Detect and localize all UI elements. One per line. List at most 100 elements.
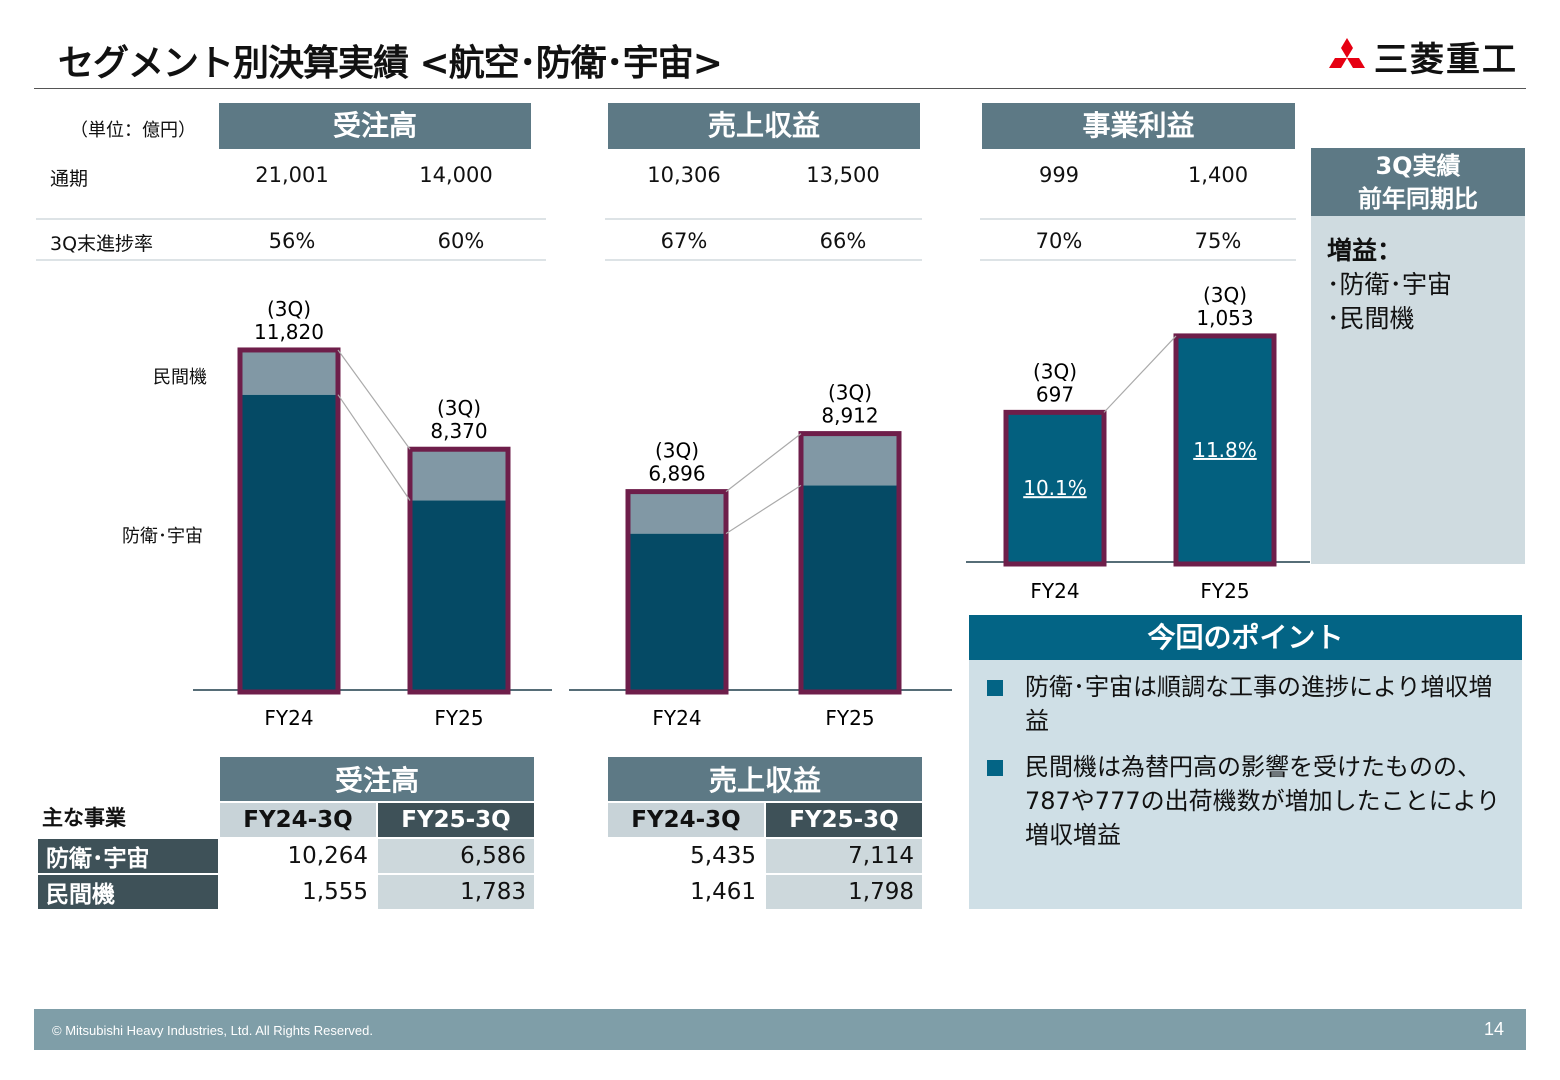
divider xyxy=(605,218,922,220)
value: 1,783 xyxy=(376,873,536,911)
connector-line xyxy=(337,394,411,501)
key-points-panel: 今回のポイント 防衛･宇宙は順調な工事の進捗により増収増益 民間機は為替円高の影… xyxy=(969,615,1522,909)
x-tick-label: FY25 xyxy=(825,706,874,730)
legend-defense-space: 防衛･宇宙 xyxy=(122,526,203,547)
key-point: 防衛･宇宙は順調な工事の進捗により増収増益 xyxy=(985,670,1506,738)
yoy-panel: 3Q実績 前年同期比 増益： ･防衛･宇宙 ･民間機 xyxy=(1311,148,1525,564)
revenue-fy24-full: 10,306 xyxy=(647,163,721,187)
profit-fy24-full: 999 xyxy=(1038,163,1080,187)
copyright: © Mitsubishi Heavy Industries, Ltd. All … xyxy=(52,1023,373,1038)
bar-outline xyxy=(1003,409,1107,567)
total-value-label: 8,912 xyxy=(821,404,878,428)
value: 1,555 xyxy=(218,873,378,911)
profit-header: 事業利益 xyxy=(982,103,1295,149)
value: 5,435 xyxy=(606,837,766,875)
x-tick-label: FY24 xyxy=(652,706,701,730)
orders-fy25-full: 14,000 xyxy=(419,163,493,187)
bar-defense-space xyxy=(801,485,899,690)
title-divider xyxy=(34,88,1526,89)
bar-civil-aircraft xyxy=(628,491,726,534)
x-tick-label: FY24 xyxy=(264,706,313,730)
unit-label: （単位：億円） xyxy=(70,120,196,141)
bar-defense-space xyxy=(410,500,508,690)
value: 6,586 xyxy=(376,837,536,875)
total-value-label: 11,820 xyxy=(254,320,324,344)
yoy-header-line1: 3Q実績 xyxy=(1375,152,1461,180)
three-diamonds-icon xyxy=(1329,37,1365,68)
total-prefix-label: (3Q) xyxy=(655,439,699,463)
revenue-fy24-progress: 67% xyxy=(660,229,708,253)
value: 10,264 xyxy=(218,837,378,875)
value: 7,114 xyxy=(764,837,924,875)
yoy-item: ･民間機 xyxy=(1327,304,1415,333)
bar-defense-space xyxy=(240,394,338,690)
total-prefix-label: (3Q) xyxy=(267,297,311,321)
total-prefix-label: (3Q) xyxy=(1203,283,1247,307)
orders-fy24-progress: 56% xyxy=(268,229,316,253)
logo-text: 三菱重工 xyxy=(1374,40,1518,80)
total-prefix-label: (3Q) xyxy=(437,396,481,420)
bar-defense-space xyxy=(628,533,726,690)
key-point: 民間機は為替円高の影響を受けたものの、787や777の出荷機数が増加したことによ… xyxy=(985,750,1506,852)
x-tick-label: FY25 xyxy=(434,706,483,730)
total-value-label: 6,896 xyxy=(648,462,705,486)
revenue-header: 売上収益 xyxy=(608,103,920,149)
value: 1,461 xyxy=(606,873,766,911)
key-point-text: 防衛･宇宙は順調な工事の進捗により増収増益 xyxy=(1025,673,1493,735)
profit-fy24-progress: 70% xyxy=(1035,229,1083,253)
square-bullet-icon xyxy=(987,680,1003,696)
progress-label: 3Q末進捗率 xyxy=(50,233,154,255)
key-points-header: 今回のポイント xyxy=(969,615,1522,660)
col-fy25: FY25-3Q xyxy=(376,801,536,839)
divider xyxy=(605,259,922,261)
page-number: 14 xyxy=(1483,1019,1504,1039)
col-fy24: FY24-3Q xyxy=(218,801,378,839)
bar-civil-aircraft xyxy=(801,433,899,486)
row-defense: 防衛･宇宙 xyxy=(36,837,220,875)
x-tick-label: FY25 xyxy=(1200,579,1249,603)
bar-outline xyxy=(237,347,341,695)
legend-civil-aircraft: 民間機 xyxy=(153,367,207,388)
row-civil: 民間機 xyxy=(36,873,220,911)
col-fy25: FY25-3Q xyxy=(764,801,924,839)
bar-profit xyxy=(1006,412,1104,562)
page-title: セグメント別決算実績 <航空･防衛･宇宙> xyxy=(58,43,723,84)
bar-outline xyxy=(798,431,902,695)
bar-civil-aircraft xyxy=(410,449,508,501)
profit-margin-label: 10.1% xyxy=(1023,476,1087,500)
divider xyxy=(36,259,546,261)
key-point-text: 民間機は為替円高の影響を受けたものの、787や777の出荷機数が増加したことによ… xyxy=(1025,753,1501,849)
bar-outline xyxy=(625,489,729,695)
bar-civil-aircraft xyxy=(240,349,338,395)
bar-outline xyxy=(1173,333,1277,567)
bar-outline xyxy=(407,446,511,695)
profit-fy25-full: 1,400 xyxy=(1187,163,1249,187)
total-value-label: 697 xyxy=(1036,382,1074,406)
revenue-table: 売上収益 FY24-3Q FY25-3Q 5,435 7,114 1,461 1,79… xyxy=(606,755,924,911)
connector-line xyxy=(337,349,411,450)
revenue-table-header: 売上収益 xyxy=(606,755,924,803)
connector-line xyxy=(725,484,802,535)
value: 1,798 xyxy=(764,873,924,911)
total-value-label: 8,370 xyxy=(430,419,487,443)
yoy-item: ･防衛･宇宙 xyxy=(1327,270,1453,299)
revenue-fy25-full: 13,500 xyxy=(806,163,880,187)
yoy-heading: 増益： xyxy=(1327,236,1403,265)
main-business-label: 主な事業 xyxy=(42,806,126,830)
total-value-label: 1,053 xyxy=(1196,306,1253,330)
orders-table: 受注高 FY24-3Q FY25-3Q 防衛･宇宙 10,264 6,586 民間機 1… xyxy=(36,755,536,911)
bar-profit xyxy=(1176,335,1274,562)
divider xyxy=(36,218,546,220)
connector-line xyxy=(1103,335,1177,413)
profit-fy25-progress: 75% xyxy=(1194,229,1242,253)
total-prefix-label: (3Q) xyxy=(1033,359,1077,383)
col-fy24: FY24-3Q xyxy=(606,801,766,839)
company-logo: 三菱重工 xyxy=(1326,32,1518,81)
revenue-fy25-progress: 66% xyxy=(819,229,867,253)
divider xyxy=(980,218,1296,220)
total-prefix-label: (3Q) xyxy=(828,381,872,405)
orders-table-header: 受注高 xyxy=(218,755,536,803)
divider xyxy=(980,259,1296,261)
orders-fy25-progress: 60% xyxy=(437,229,485,253)
yoy-header-line2: 前年同期比 xyxy=(1358,185,1478,213)
